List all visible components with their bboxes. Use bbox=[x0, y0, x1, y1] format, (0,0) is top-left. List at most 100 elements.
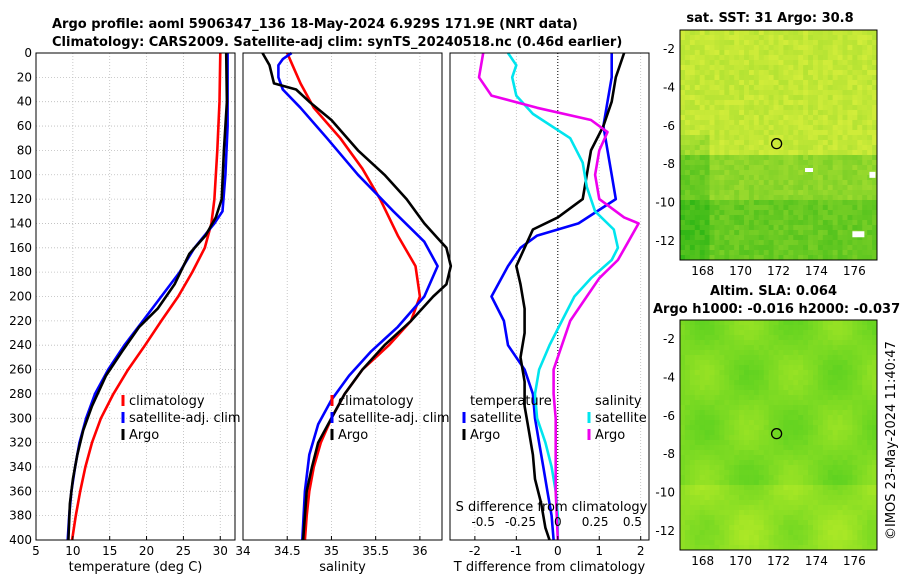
map-cell bbox=[857, 210, 863, 216]
map-cell bbox=[822, 535, 829, 541]
map-cell bbox=[783, 515, 789, 521]
map-cell bbox=[699, 470, 706, 476]
map-cell bbox=[724, 115, 730, 121]
map-cell bbox=[778, 90, 784, 96]
map-cell bbox=[689, 195, 696, 201]
map-cell bbox=[724, 500, 730, 506]
map-cell bbox=[817, 535, 824, 541]
map-cell bbox=[768, 365, 774, 371]
map-cell bbox=[862, 145, 868, 151]
map-cell bbox=[788, 320, 794, 326]
map-cell bbox=[842, 245, 848, 251]
map-cell bbox=[739, 545, 745, 551]
map-cell bbox=[689, 95, 696, 101]
map-cell bbox=[847, 490, 853, 496]
map-cell bbox=[699, 205, 706, 211]
map-cell bbox=[748, 55, 755, 61]
map-cell bbox=[709, 370, 715, 376]
map-cell bbox=[817, 460, 824, 466]
map-cell bbox=[798, 435, 804, 441]
map-cell bbox=[812, 80, 819, 86]
map-cell bbox=[729, 455, 735, 461]
map-cell bbox=[852, 470, 858, 476]
map-cell bbox=[758, 430, 765, 436]
map-cell bbox=[748, 470, 755, 476]
map-cell bbox=[832, 330, 838, 336]
map-cell bbox=[812, 110, 819, 116]
map-cell bbox=[734, 40, 740, 46]
map-cell bbox=[788, 460, 794, 466]
map-cell bbox=[837, 360, 843, 366]
map-cell bbox=[763, 90, 770, 96]
map-cell bbox=[812, 350, 819, 356]
map-cell bbox=[729, 115, 735, 121]
map-cell bbox=[803, 230, 809, 236]
map-cell bbox=[872, 80, 878, 86]
map-cell bbox=[872, 135, 878, 141]
map-cell bbox=[817, 495, 824, 501]
map-cell bbox=[808, 70, 814, 76]
map-cell bbox=[714, 255, 720, 261]
map-cell bbox=[773, 55, 779, 61]
map-x-tick-label: 168 bbox=[691, 554, 714, 568]
map-cell bbox=[744, 210, 750, 216]
map-cell bbox=[724, 460, 730, 466]
map-cell bbox=[778, 385, 784, 391]
map-cell bbox=[847, 100, 853, 106]
map-cell bbox=[724, 425, 730, 431]
map-cell bbox=[734, 155, 740, 161]
map-cell bbox=[694, 190, 701, 196]
map-cell bbox=[704, 485, 710, 491]
map-cell bbox=[837, 425, 843, 431]
map-cell bbox=[803, 110, 809, 116]
map-cell bbox=[680, 365, 686, 371]
map-cell bbox=[709, 205, 715, 211]
map-cell bbox=[729, 35, 735, 41]
map-cell bbox=[803, 350, 809, 356]
map-cell bbox=[680, 70, 686, 76]
map-cell bbox=[773, 420, 779, 426]
map-cell bbox=[714, 415, 720, 421]
map-cell bbox=[704, 525, 710, 531]
map-cell bbox=[709, 525, 715, 531]
map-cell bbox=[763, 525, 770, 531]
map-cell bbox=[808, 450, 814, 456]
map-cell bbox=[763, 505, 770, 511]
map-cell bbox=[704, 50, 710, 56]
map-cell bbox=[763, 425, 770, 431]
map-cell bbox=[867, 210, 873, 216]
map-cell bbox=[729, 510, 735, 516]
map-cell bbox=[704, 420, 710, 426]
map-cell bbox=[684, 365, 691, 371]
map-cell bbox=[852, 90, 858, 96]
map-cell bbox=[867, 145, 873, 151]
map-cell bbox=[867, 65, 873, 71]
map-cell bbox=[788, 445, 794, 451]
map-cell bbox=[758, 495, 765, 501]
map-cell bbox=[758, 40, 765, 46]
map-cell bbox=[842, 85, 848, 91]
map-cell bbox=[793, 455, 799, 461]
map-cell bbox=[862, 90, 868, 96]
map-cell bbox=[684, 180, 691, 186]
map-cell bbox=[748, 415, 755, 421]
map-cell bbox=[744, 130, 750, 136]
map-cell bbox=[817, 115, 824, 121]
map-cell bbox=[847, 485, 853, 491]
map-cell bbox=[744, 180, 750, 186]
map-cell bbox=[699, 150, 706, 156]
map-cell bbox=[793, 535, 799, 541]
map-cell bbox=[827, 150, 834, 156]
map-cell bbox=[827, 165, 834, 171]
map-cell bbox=[744, 380, 750, 386]
map-cell bbox=[680, 210, 686, 216]
map-cell bbox=[680, 535, 686, 541]
map-cell bbox=[739, 190, 745, 196]
map-cell bbox=[724, 515, 730, 521]
map-cell bbox=[817, 360, 824, 366]
map-cell bbox=[842, 35, 848, 41]
map-cell bbox=[862, 230, 868, 236]
map-cell bbox=[729, 180, 735, 186]
map-cell bbox=[714, 250, 720, 256]
map-cell bbox=[724, 370, 730, 376]
